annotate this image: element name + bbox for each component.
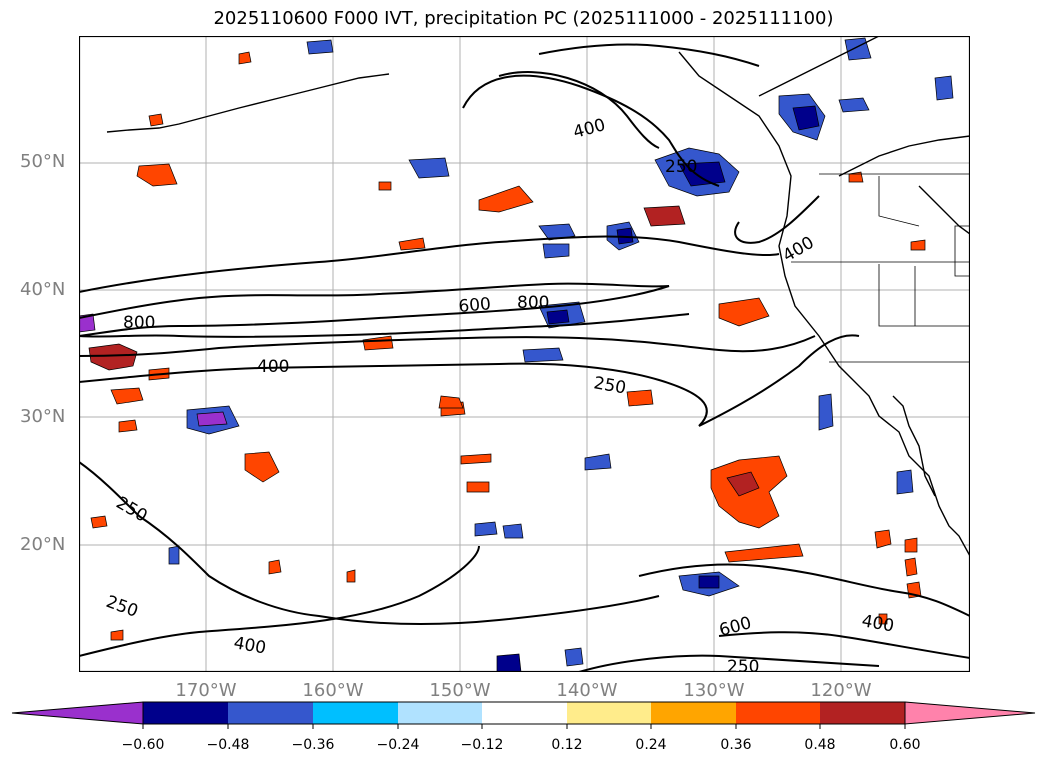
colorbar-tick-label: −0.48 xyxy=(206,737,250,753)
contour-label: 400 xyxy=(257,357,289,377)
map-title: 2025110600 F000 IVT, precipitation PC (2… xyxy=(213,8,834,29)
lat-label: 40°N xyxy=(20,279,66,300)
lon-label: 170°W xyxy=(175,680,237,701)
colorbar-tick-label: 0.24 xyxy=(635,737,667,753)
colorbar-tick-label: 0.12 xyxy=(551,737,583,753)
contour-label: 600 xyxy=(458,294,492,317)
lon-label: 120°W xyxy=(810,680,872,701)
colorbar-segment xyxy=(398,702,482,724)
map-plot: 400 250 400 600 800 800 400 250 250 250 … xyxy=(79,36,970,672)
colorbar-tick-label: −0.36 xyxy=(291,737,335,753)
colorbar-tick-label: −0.60 xyxy=(121,737,165,753)
ivt-contours xyxy=(79,43,970,672)
colorbar-segment xyxy=(482,702,567,724)
colorbar-segment xyxy=(651,702,736,724)
lat-label: 30°N xyxy=(20,406,66,427)
positive-precip-blobs xyxy=(88,51,926,641)
colorbar xyxy=(11,701,1036,729)
lon-label: 140°W xyxy=(556,680,618,701)
contour-label: 800 xyxy=(517,293,549,313)
contour-label: 250 xyxy=(665,157,697,177)
colorbar-segment xyxy=(904,701,1036,725)
lon-label: 150°W xyxy=(429,680,491,701)
colorbar-tick-label: 0.36 xyxy=(720,737,752,753)
lat-label: 20°N xyxy=(20,534,66,555)
colorbar-segment xyxy=(313,702,398,724)
lon-label: 160°W xyxy=(302,680,364,701)
colorbar-tick-label: 0.48 xyxy=(804,737,836,753)
contour-labels: 400 250 400 600 800 800 400 250 250 250 … xyxy=(103,115,895,672)
lon-label: 130°W xyxy=(683,680,745,701)
contour-label: 250 xyxy=(727,657,759,672)
colorbar-tick-label: −0.24 xyxy=(376,737,420,753)
negative-precip-blobs xyxy=(79,37,954,672)
colorbar-segment xyxy=(228,702,313,724)
boundaries xyxy=(791,173,970,363)
colorbar-segment xyxy=(567,702,651,724)
colorbar-segment xyxy=(143,702,228,724)
coastlines xyxy=(106,36,970,557)
colorbar-segment xyxy=(820,702,905,724)
lat-label: 50°N xyxy=(20,151,66,172)
colorbar-tick-label: 0.60 xyxy=(889,737,921,753)
colorbar-segment xyxy=(736,702,820,724)
colorbar-tick-label: −0.12 xyxy=(460,737,504,753)
contour-label: 800 xyxy=(123,313,155,333)
colorbar-segment xyxy=(11,701,144,725)
